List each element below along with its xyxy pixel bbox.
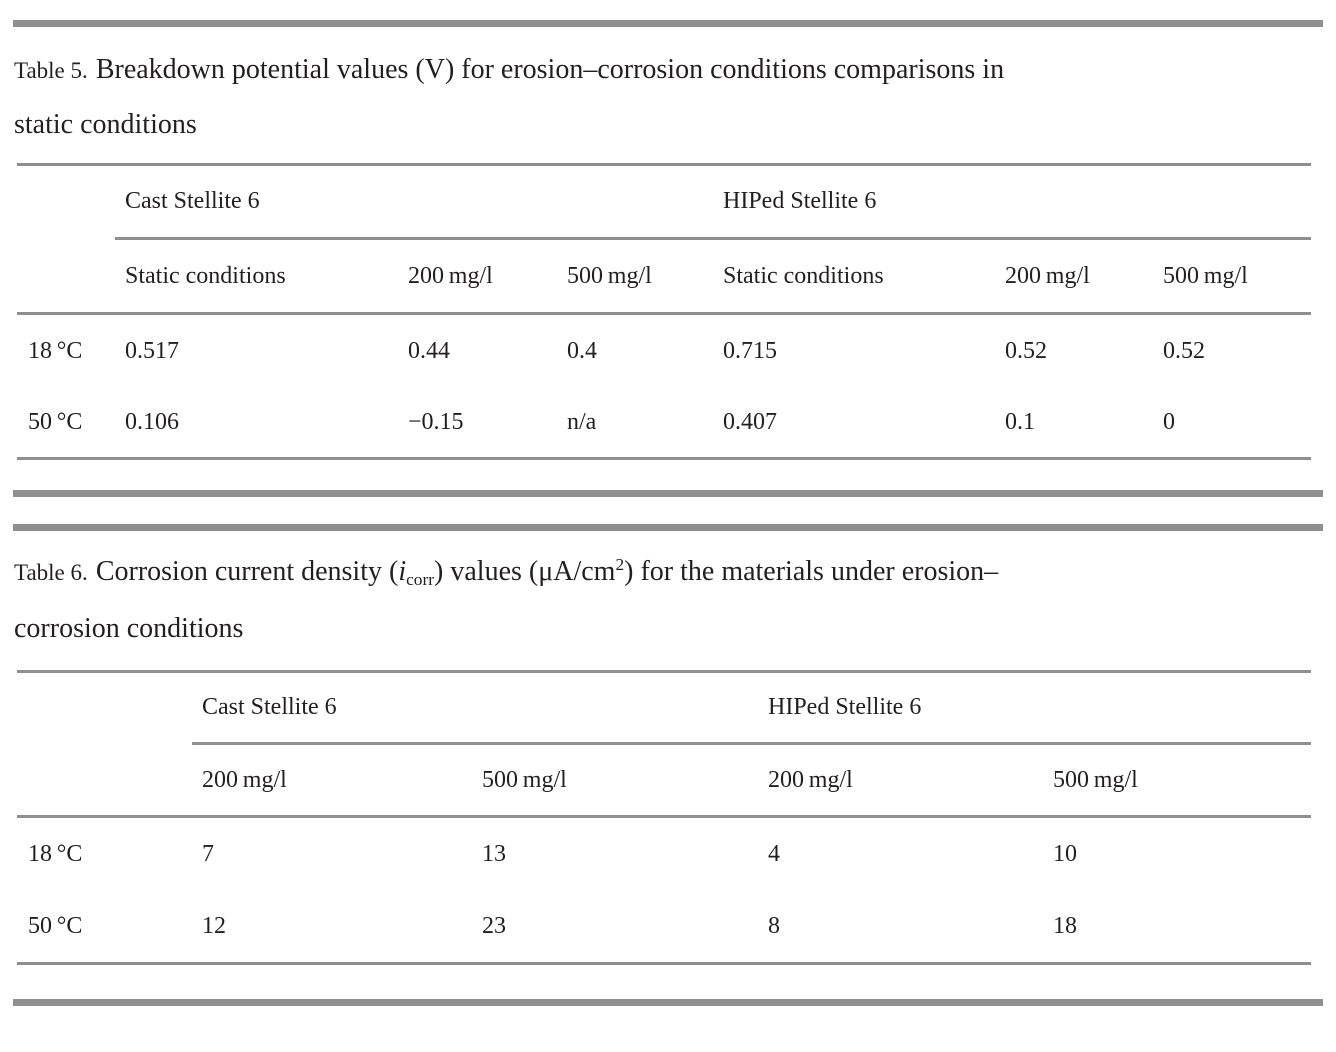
document-page: Table 5. Breakdown potential values (V) f… (0, 20, 1336, 1006)
table6-cell: 7 (202, 840, 214, 867)
table6: Cast Stellite 6 HIPed Stellite 6 200 mg/… (17, 670, 1311, 965)
table5-cell: 0 (1163, 408, 1175, 435)
table5-row-label: 18 °C (28, 337, 83, 364)
table5-header-rule (17, 312, 1311, 315)
table6-cell: 10 (1053, 840, 1077, 867)
table5-cell: 0.1 (1005, 408, 1035, 435)
table5-cell: −0.15 (408, 408, 464, 435)
table6-group-header-hiped: HIPed Stellite 6 (768, 694, 922, 720)
table5-header-empty (17, 240, 125, 312)
table6-cell: 23 (482, 912, 506, 939)
top-divider-bar (13, 20, 1323, 27)
table6-column-header: 200 mg/l (768, 766, 853, 793)
table5-group-header-cast: Cast Stellite 6 (125, 188, 260, 214)
table5-column-header: 200 mg/l (1005, 262, 1090, 289)
section-divider-bar (13, 490, 1323, 497)
table6-caption: Table 6. Corrosion current density (icorr… (0, 545, 1336, 656)
table5-cell: 0.4 (567, 337, 597, 364)
table5-cell: 0.44 (408, 337, 450, 364)
table5-corner-empty (17, 166, 125, 237)
table5-cell: 0.517 (125, 337, 179, 364)
table5-column-header: 500 mg/l (567, 262, 652, 289)
table6-caption-line2: corrosion conditions (14, 613, 244, 644)
table5-column-header: 500 mg/l (1163, 262, 1248, 289)
table6-cell: 4 (768, 840, 780, 867)
table6-column-header: 500 mg/l (482, 766, 567, 793)
table6-cell: 8 (768, 912, 780, 939)
table5-cell: 0.52 (1163, 337, 1205, 364)
table5-cell: n/a (567, 408, 597, 435)
table6-bottom-rule (17, 962, 1311, 965)
table5-column-header: 200 mg/l (408, 262, 493, 289)
table6-cell: 18 (1053, 912, 1077, 939)
table6-cell: 13 (482, 840, 506, 867)
table6-caption-seg3: ) for the materials under erosion– (624, 556, 999, 587)
table6-caption-seg2: ) values (μA/cm (434, 556, 616, 587)
table6-corner-empty (17, 673, 202, 742)
table5-caption-line2: static conditions (14, 109, 197, 140)
icorr-variable: i (398, 556, 407, 587)
table5-cell: 0.52 (1005, 337, 1047, 364)
table5-group-underline (115, 237, 1311, 240)
table6-header-rule (17, 815, 1311, 818)
table6-row-label: 18 °C (28, 840, 83, 867)
table6-column-header: 500 mg/l (1053, 766, 1138, 793)
table5-caption: Table 5. Breakdown potential values (V) f… (0, 43, 1336, 152)
table5: Cast Stellite 6 HIPed Stellite 6 Static … (17, 163, 1311, 460)
table5-column-header: Static conditions (723, 262, 884, 289)
table5-cell: 0.715 (723, 337, 777, 364)
table5-cell: 0.407 (723, 408, 777, 435)
table6-cell: 12 (202, 912, 226, 939)
table6-top-rule (17, 670, 1311, 673)
bottom-divider-bar (13, 999, 1323, 1006)
cm-squared-superscript: 2 (615, 555, 625, 575)
table6-caption-seg1: Corrosion current density ( (95, 556, 399, 587)
table5-caption-line1: Breakdown potential values (V) for erosi… (95, 54, 1005, 85)
table5-column-header: Static conditions (125, 262, 286, 289)
section-divider-bar (13, 524, 1323, 531)
table5-cell: 0.106 (125, 408, 179, 435)
table6-group-header-cast: Cast Stellite 6 (202, 694, 337, 720)
table5-top-rule (17, 163, 1311, 166)
table5-group-header-hiped: HIPed Stellite 6 (723, 188, 877, 214)
table6-row-label: 50 °C (28, 912, 83, 939)
table5-bottom-rule (17, 457, 1311, 460)
table6-caption-label: Table 6. (14, 560, 88, 585)
icorr-subscript: corr (406, 569, 435, 589)
table6-header-empty (17, 745, 202, 815)
table5-row-label: 50 °C (28, 408, 83, 435)
table6-column-header: 200 mg/l (202, 766, 287, 793)
table6-group-underline (192, 742, 1311, 745)
table5-caption-label: Table 5. (14, 58, 88, 83)
